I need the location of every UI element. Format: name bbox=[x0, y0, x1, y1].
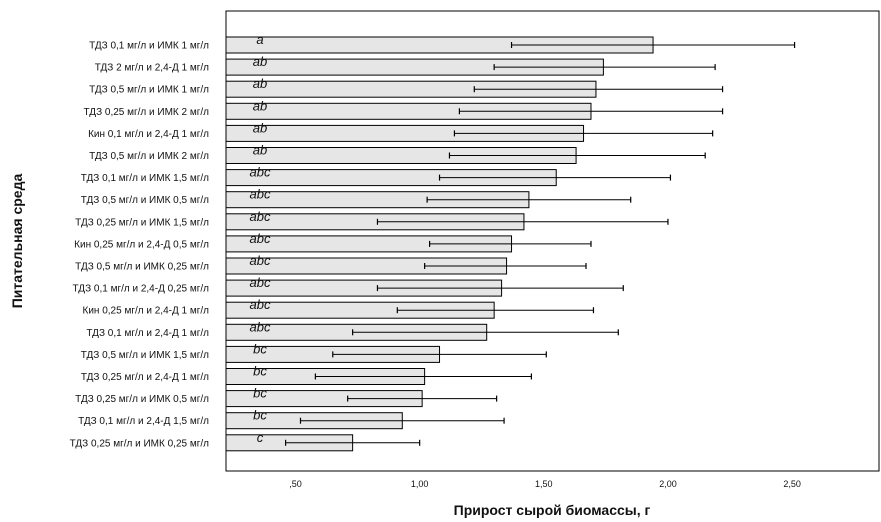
x-ticks-layer: ,50 1,00 1,50 2,00 2,50 bbox=[289, 479, 801, 489]
group-label: bc bbox=[253, 341, 267, 356]
x-tick-label: 1,00 bbox=[411, 479, 429, 489]
bars-layer bbox=[225, 36, 654, 452]
category-label: ТДЗ 0,5 мг/л и ИМК 1 мг/л bbox=[89, 85, 209, 96]
category-label: ТДЗ 2 мг/л и 2,4-Д 1 мг/л bbox=[95, 63, 209, 74]
group-label: c bbox=[257, 430, 264, 445]
group-label: abc bbox=[250, 275, 271, 290]
group-label: ab bbox=[253, 98, 267, 113]
x-axis-title: Прирост сырой биомассы, г bbox=[454, 502, 651, 518]
x-tick-label: 2,50 bbox=[783, 479, 801, 489]
category-label: ТДЗ 0,25 мг/л и ИМК 1,5 мг/л bbox=[75, 217, 209, 228]
group-label: abc bbox=[250, 319, 271, 334]
group-label: abc bbox=[250, 253, 271, 268]
group-label: ab bbox=[253, 76, 267, 91]
x-tick-label: 1,50 bbox=[535, 479, 553, 489]
error-bars-layer bbox=[284, 42, 796, 446]
group-label: bc bbox=[253, 386, 267, 401]
group-label: abc bbox=[250, 209, 271, 224]
category-label: ТДЗ 0,25 мг/л и ИМК 2 мг/л bbox=[84, 107, 210, 118]
group-label: ab bbox=[253, 54, 267, 69]
category-label: ТДЗ 0,1 мг/л и 2,4-Д 0,25 мг/л bbox=[73, 284, 210, 295]
group-label: abc bbox=[250, 297, 271, 312]
category-labels-layer: ТДЗ 0,1 мг/л и ИМК 1 мг/л ТДЗ 2 мг/л и 2,… bbox=[70, 41, 210, 450]
group-labels-layer: a ab ab ab ab ab abc abc abc abc abc abc abc abc bc bc b… bbox=[250, 32, 271, 445]
x-tick-label: ,50 bbox=[289, 479, 302, 489]
y-axis-title: Питательная среда bbox=[9, 174, 25, 309]
x-tick-label: 2,00 bbox=[659, 479, 677, 489]
category-label: ТДЗ 0,1 мг/л и ИМК 1,5 мг/л bbox=[81, 173, 209, 184]
group-label: ab bbox=[253, 120, 267, 135]
category-label: ТДЗ 0,5 мг/л и ИМК 0,25 мг/л bbox=[75, 262, 209, 273]
category-label: ТДЗ 0,5 мг/л и ИМК 1,5 мг/л bbox=[81, 350, 209, 361]
category-label: Кин 0,1 мг/л и 2,4-Д 1 мг/л bbox=[88, 129, 209, 140]
group-label: bc bbox=[253, 408, 267, 423]
category-label: ТДЗ 0,25 мг/л и ИМК 0,25 мг/л bbox=[70, 438, 210, 449]
category-label: ТДЗ 0,25 мг/л и 2,4-Д 1 мг/л bbox=[81, 372, 209, 383]
group-label: a bbox=[256, 32, 263, 47]
group-label: ab bbox=[253, 143, 267, 158]
category-label: ТДЗ 0,1 мг/л и ИМК 1 мг/л bbox=[89, 41, 209, 52]
group-label: bc bbox=[253, 364, 267, 379]
category-label: ТДЗ 0,1 мг/л и 2,4-Д 1,5 мг/л bbox=[78, 416, 209, 427]
category-label: ТДЗ 0,5 мг/л и ИМК 0,5 мг/л bbox=[81, 195, 209, 206]
category-label: ТДЗ 0,5 мг/л и ИМК 2 мг/л bbox=[89, 151, 209, 162]
group-label: abc bbox=[250, 165, 271, 180]
category-label: Кин 0,25 мг/л и 2,4-Д 0,5 мг/л bbox=[74, 239, 209, 250]
category-label: ТДЗ 0,1 мг/л и 2,4-Д 1 мг/л bbox=[86, 328, 209, 339]
group-label: abc bbox=[250, 231, 271, 246]
category-label: ТДЗ 0,25 мг/л и ИМК 0,5 мг/л bbox=[75, 394, 209, 405]
category-label: Кин 0,25 мг/л и 2,4-Д 1 мг/л bbox=[83, 306, 210, 317]
group-label: abc bbox=[250, 187, 271, 202]
